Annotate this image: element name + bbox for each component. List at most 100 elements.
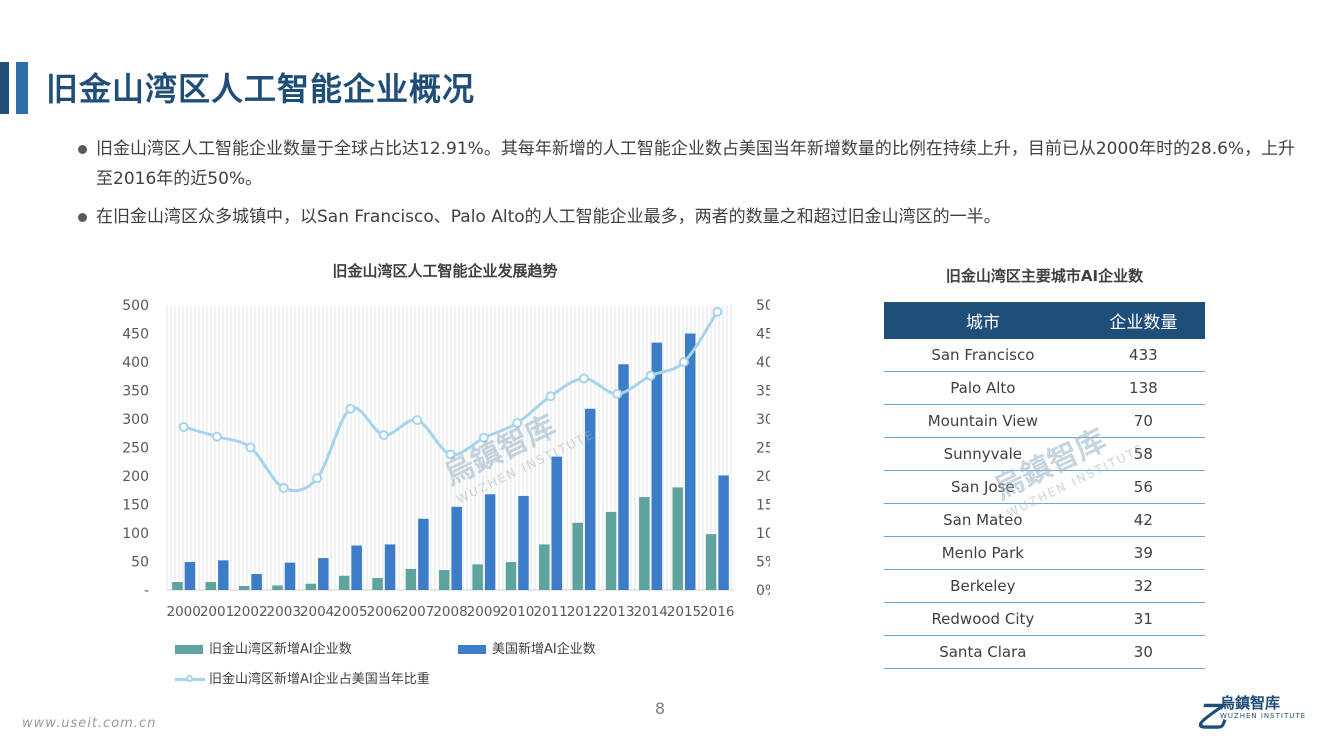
y-right-tick-label: 20%: [756, 469, 770, 485]
city-cell: San Jose: [884, 470, 1082, 504]
us-bar: [351, 545, 362, 590]
page-title: 旧金山湾区人工智能企业概况: [46, 70, 476, 108]
city-cell: Menlo Park: [884, 536, 1082, 570]
bay-area-bar: [338, 575, 350, 590]
y-left-tick-label: 200: [122, 469, 149, 485]
table-row: Menlo Park 39: [884, 536, 1205, 570]
bay-area-bar: [472, 564, 483, 590]
y-right-tick-label: 15%: [756, 498, 770, 514]
ratio-point: [412, 415, 423, 426]
count-cell: 70: [1081, 404, 1205, 438]
y-right-tick-label: 45%: [756, 327, 770, 343]
bullet-list: 旧金山湾区人工智能企业数量于全球占比达12.91%。其每年新增的人工智能企业数占…: [78, 134, 1298, 240]
x-tick-label: 2001: [200, 604, 234, 620]
title-accent-bar-light: [16, 62, 28, 114]
city-cell: Berkeley: [884, 569, 1082, 603]
logo-mark-icon: 乙: [1196, 700, 1226, 735]
ratio-point: [212, 431, 223, 442]
y-left-tick-label: 150: [122, 498, 149, 514]
x-tick-label: 2007: [400, 604, 434, 620]
count-cell: 56: [1081, 470, 1205, 504]
us-bar: [218, 560, 229, 590]
us-bar: [284, 562, 296, 590]
us-bar: [184, 562, 196, 590]
city-table: 城市 企业数量 San Francisco 433 Palo Alto 138 Mo…: [884, 302, 1205, 669]
city-cell: San Francisco: [884, 339, 1082, 372]
us-bar: [718, 475, 729, 590]
us-bar: [551, 456, 563, 590]
bay-area-bar: [705, 534, 717, 590]
us-bar: [651, 342, 663, 590]
x-tick-label: 2016: [700, 604, 734, 620]
us-bar: [384, 544, 396, 590]
x-tick-label: 2006: [367, 604, 401, 620]
us-bar: [318, 558, 329, 590]
bay-area-bar: [205, 582, 217, 590]
chart-title: 旧金山湾区人工智能企业发展趋势: [332, 262, 558, 280]
ratio-point: [178, 421, 189, 432]
bay-area-bar: [539, 544, 550, 590]
legend-label: 旧金山湾区新增AI企业占美国当年比重: [209, 672, 430, 687]
bay-area-bar: [439, 570, 450, 590]
legend-label: 美国新增AI企业数: [492, 642, 596, 657]
bullet-item: 旧金山湾区人工智能企业数量于全球占比达12.91%。其每年新增的人工智能企业数占…: [78, 134, 1298, 194]
y-right-tick-label: 25%: [756, 441, 770, 457]
x-tick-label: 2005: [333, 604, 367, 620]
logo-subtext: WUZHEN INSTITUTE: [1220, 712, 1307, 720]
city-cell: Palo Alto: [884, 371, 1082, 405]
y-left-tick-label: 450: [122, 327, 149, 343]
bullet-item: 在旧金山湾区众多城镇中，以San Francisco、Palo Alto的人工智…: [78, 202, 1298, 232]
y-left-tick-label: 300: [122, 412, 149, 428]
x-tick-label: 2010: [500, 604, 534, 620]
trend-chart: - 50 100 150 200 250 300 350 400 450 500 0% 5% 10% 15%…: [122, 298, 770, 620]
title-accent-bar: [0, 62, 9, 114]
bay-area-bar: [672, 487, 683, 590]
page-number: 8: [654, 699, 666, 718]
table-row: Redwood City 31: [884, 602, 1205, 636]
bay-area-bar: [639, 497, 650, 590]
ratio-point: [378, 429, 389, 440]
y-left-tick-label: -: [144, 583, 149, 599]
legend-label: 旧金山湾区新增AI企业数: [209, 642, 352, 657]
legend-item-ratio-line: 旧金山湾区新增AI企业占美国当年比重: [175, 668, 430, 687]
x-tick-label: 2014: [633, 604, 667, 620]
ratio-point: [512, 417, 523, 428]
ratio-point: [445, 449, 456, 460]
y-right-tick-label: 35%: [756, 384, 770, 400]
city-cell: Santa Clara: [884, 635, 1082, 669]
y-right-tick-label: 30%: [756, 412, 770, 428]
us-bar: [418, 518, 429, 590]
us-bar: [451, 506, 462, 590]
x-tick-label: 2004: [300, 604, 334, 620]
us-bar: [684, 333, 696, 590]
us-bar: [584, 408, 596, 590]
x-tick-label: 2002: [233, 604, 267, 620]
ratio-point: [245, 442, 256, 453]
ratio-point: [545, 391, 556, 402]
count-cell: 31: [1081, 602, 1205, 636]
column-header-city: 城市: [884, 302, 1082, 339]
table-row: San Jose 56: [884, 470, 1205, 504]
table-row: San Francisco 433: [884, 339, 1205, 372]
us-bar: [484, 494, 496, 590]
bay-area-bar: [272, 585, 283, 590]
count-cell: 58: [1081, 437, 1205, 471]
bay-area-bar: [405, 568, 417, 590]
source-url: www.useit.com.cn: [22, 716, 157, 731]
bay-area-bar: [505, 562, 517, 590]
us-bar: [251, 574, 262, 590]
count-cell: 433: [1081, 339, 1205, 372]
count-cell: 42: [1081, 503, 1205, 537]
legend-item-us-bar: 美国新增AI企业数: [458, 638, 596, 657]
bay-area-bar: [572, 522, 583, 590]
y-left-tick-label: 500: [122, 298, 149, 314]
legend-swatch: [458, 645, 486, 654]
ratio-point: [478, 432, 489, 443]
ratio-point: [345, 403, 356, 414]
city-cell: Mountain View: [884, 404, 1082, 438]
ratio-point: [578, 373, 589, 384]
bay-area-bar: [372, 578, 383, 590]
count-cell: 32: [1081, 569, 1205, 603]
legend-item-bay-bar: 旧金山湾区新增AI企业数: [175, 638, 352, 657]
y-left-tick-label: 350: [122, 384, 149, 400]
